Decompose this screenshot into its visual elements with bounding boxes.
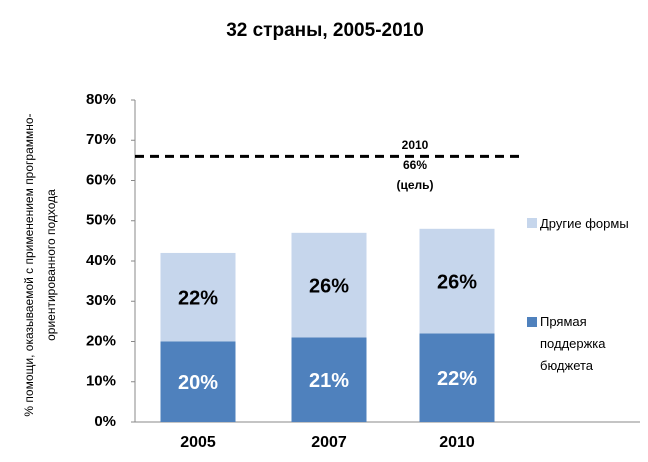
legend-swatch bbox=[527, 317, 537, 327]
bar-segment bbox=[160, 252, 236, 342]
data-label: 26% bbox=[437, 271, 477, 293]
y-tick-label: 40% bbox=[86, 252, 116, 269]
y-tick-label: 30% bbox=[86, 292, 116, 309]
y-tick-label: 70% bbox=[86, 131, 116, 148]
y-tick-label: 60% bbox=[86, 171, 116, 188]
legend-entry: Прямая поддержка бюджета bbox=[540, 314, 606, 373]
target-note: (цель) bbox=[396, 178, 433, 192]
data-label: 20% bbox=[178, 372, 218, 394]
y-tick-label: 80% bbox=[86, 91, 116, 108]
target-year: 2010 bbox=[402, 138, 429, 152]
chart-title: 32 страны, 2005-2010 bbox=[226, 20, 424, 41]
data-label: 21% bbox=[309, 370, 349, 392]
x-tick-label: 2007 bbox=[311, 434, 347, 451]
y-axis-label: % помощи, оказываемой с применением прог… bbox=[22, 113, 58, 417]
bar-segment bbox=[291, 337, 367, 422]
data-label: 26% bbox=[309, 275, 349, 297]
data-label: 22% bbox=[437, 368, 477, 390]
target-label: 66% bbox=[403, 158, 427, 172]
bar-segment bbox=[291, 232, 367, 338]
legend-swatch bbox=[527, 218, 537, 228]
y-tick-label: 10% bbox=[86, 373, 116, 390]
y-tick-label: 50% bbox=[86, 212, 116, 229]
data-label: 22% bbox=[178, 288, 218, 310]
y-tick-label: 0% bbox=[94, 413, 116, 430]
bar-segment bbox=[160, 341, 236, 422]
legend-entry: Другие формы bbox=[540, 216, 629, 231]
bar-segment bbox=[419, 228, 495, 334]
x-tick-label: 2005 bbox=[180, 434, 216, 451]
y-tick-label: 20% bbox=[86, 332, 116, 349]
bar-segment bbox=[419, 333, 495, 422]
x-tick-label: 2010 bbox=[439, 434, 475, 451]
